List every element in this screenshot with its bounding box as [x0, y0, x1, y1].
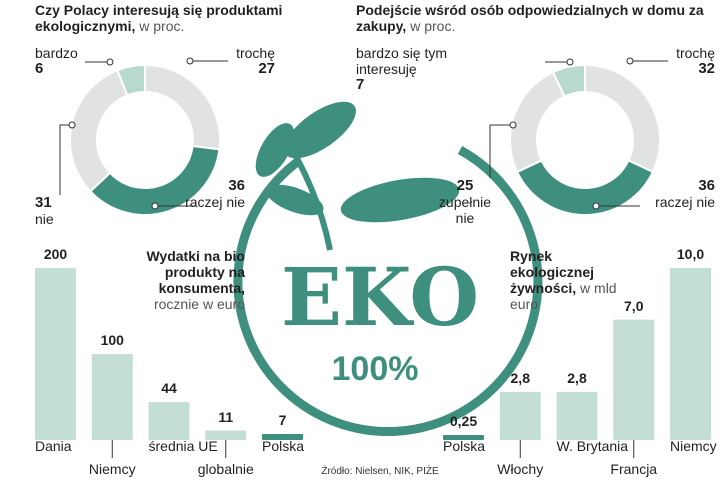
category-label: zupełnie nie	[438, 194, 492, 226]
value-label: 36	[698, 177, 715, 194]
chart-subtitle: w mld euro	[510, 280, 617, 312]
donut-segment	[144, 63, 221, 151]
donut-label: 36 raczej nie	[655, 177, 715, 211]
leader-dot	[151, 202, 159, 210]
category-label: bardzo	[35, 45, 78, 61]
leader-dot	[566, 58, 574, 66]
category-label: Niemcy	[670, 438, 717, 454]
category-label: raczej nie	[655, 194, 715, 210]
category-label: raczej nie	[185, 194, 245, 210]
category-label: Dania	[35, 438, 72, 454]
chart-title: Wydatki na bio produkty na konsumenta,	[146, 248, 245, 296]
bar	[205, 430, 247, 440]
leader-dot	[509, 121, 517, 129]
value-label: 44	[161, 380, 177, 397]
category-label: Polska	[262, 438, 305, 454]
donut-segment	[69, 68, 129, 193]
leader-line	[489, 124, 513, 178]
donut-label: trochę 32	[676, 45, 715, 77]
logo-leaf	[255, 123, 295, 177]
donut-segment	[515, 159, 655, 216]
leader-dot	[68, 121, 76, 129]
chart-subtitle: w proc.	[139, 18, 185, 34]
donut-label: 36 raczej nie	[185, 177, 245, 211]
bar	[670, 268, 711, 440]
bar	[91, 354, 133, 440]
donut-segment	[584, 63, 661, 174]
leader-dot	[626, 57, 634, 65]
value-label: 2,8	[567, 369, 587, 386]
value-label: 100	[100, 332, 124, 348]
value-label: 6	[35, 60, 44, 77]
donut-segment	[116, 63, 146, 97]
bar	[35, 268, 76, 440]
chart-title-block: Rynek ekologicznej żywności, w mld euro	[510, 248, 620, 312]
donut-segment	[551, 63, 586, 98]
value-label: 32	[698, 60, 715, 77]
bar	[499, 391, 541, 440]
chart-title-block: Wydatki na bio produkty na konsumenta, r…	[115, 248, 245, 312]
category-label: W. Brytania	[556, 438, 629, 454]
bar	[148, 402, 190, 440]
leader-dot	[106, 58, 114, 66]
bar	[443, 435, 484, 440]
category-label: Włochy	[497, 461, 544, 477]
value-label: 10,0	[676, 246, 705, 262]
value-label: 7,0	[624, 297, 644, 314]
chart-title: Czy Polacy interesują się produktami eko…	[35, 2, 283, 34]
logo-graphic	[233, 101, 543, 437]
logo-ring	[233, 146, 543, 437]
value-label: 11	[218, 408, 234, 425]
category-label: Francja	[610, 461, 658, 477]
donut-label: trochę 27	[236, 45, 275, 77]
category-label: trochę	[676, 45, 715, 61]
logo-leaf	[284, 101, 356, 159]
donut-label: bardzo 6	[35, 45, 78, 77]
leader-line	[59, 124, 72, 195]
leader-dot	[592, 202, 600, 210]
chart-title-block: Czy Polacy interesują się produktami eko…	[35, 2, 295, 34]
value-label: 25	[456, 177, 474, 194]
chart-title: Podejście wśród osób odpowiedzialnych w …	[356, 2, 704, 34]
category-label: Polska	[443, 438, 486, 454]
bar	[613, 319, 655, 440]
value-label: 7	[356, 76, 365, 93]
value-label: 31	[35, 194, 52, 211]
chart-subtitle: rocznie w euro	[153, 296, 245, 312]
chart-subtitle: w proc.	[410, 18, 456, 34]
value-label: 7	[278, 411, 287, 428]
donut-segment	[509, 70, 566, 174]
value-label: 200	[43, 246, 68, 262]
source: Źródło: Nielsen, NIK, PIŻE	[321, 464, 439, 477]
category-label: średnia UE	[148, 438, 218, 454]
logo-text: EKO	[281, 250, 479, 344]
donut-label: 31 nie	[35, 194, 75, 228]
value-label: 2,8	[510, 369, 530, 386]
chart-title-block: Podejście wśród osób odpowiedzialnych w …	[356, 2, 716, 34]
bar	[262, 433, 303, 440]
category-label: globalnie	[197, 461, 254, 477]
bar	[556, 391, 598, 440]
value-label: 27	[258, 60, 275, 77]
logo-leaf	[340, 177, 460, 223]
category-label: nie	[35, 211, 54, 227]
leader-dot	[186, 57, 194, 65]
category-label: trochę	[236, 45, 275, 61]
category-label: bardzo się tym interesuję	[356, 45, 448, 77]
logo-subtext: 100%	[332, 350, 419, 388]
donut-label: 25 zupełnie nie	[430, 177, 500, 227]
value-label: 0,25	[449, 413, 478, 429]
logo-leaf	[266, 184, 324, 216]
donut-segment	[88, 144, 221, 216]
donut-label: bardzo się tym interesuję 7	[356, 45, 466, 93]
chart-title: Rynek ekologicznej żywności,	[510, 248, 595, 296]
category-label: Niemcy	[88, 461, 136, 477]
value-label: 36	[228, 177, 245, 194]
